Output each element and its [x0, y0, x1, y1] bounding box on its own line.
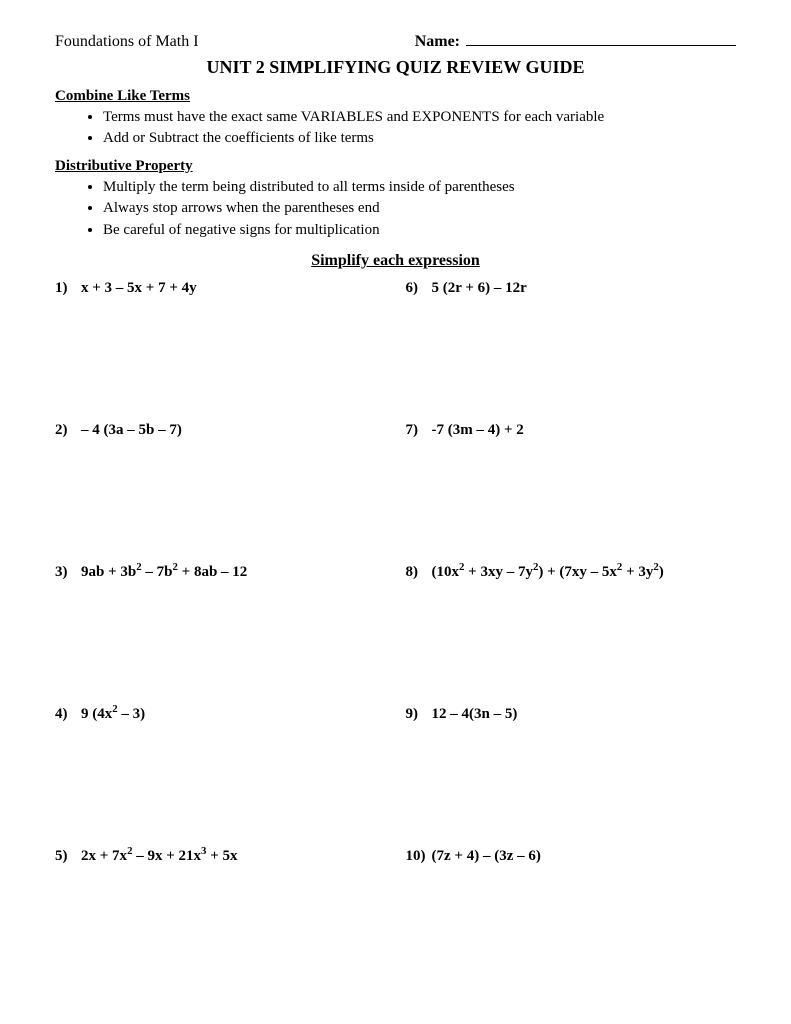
problem-number: 6): [406, 280, 432, 297]
section2-heading: Distributive Property: [55, 158, 736, 175]
problem-3: 3) 9ab + 3b2 – 7b2 + 8ab – 12: [55, 564, 386, 706]
list-item: Terms must have the exact same VARIABLES…: [103, 107, 736, 127]
problem-number: 8): [406, 564, 432, 581]
problem-expression: 9 (4x2 – 3): [81, 706, 145, 723]
header-row: Foundations of Math I Name:: [55, 28, 736, 51]
list-item: Add or Subtract the coefficients of like…: [103, 128, 736, 148]
problem-expression: (7z + 4) – (3z – 6): [432, 848, 541, 865]
problem-number: 10): [406, 848, 432, 865]
problem-expression: x + 3 – 5x + 7 + 4y: [81, 280, 197, 297]
section1-heading: Combine Like Terms: [55, 88, 736, 105]
problem-number: 9): [406, 706, 432, 723]
problem-10: 10) (7z + 4) – (3z – 6): [406, 848, 737, 990]
list-item: Be careful of negative signs for multipl…: [103, 220, 736, 240]
course-name: Foundations of Math I: [55, 33, 199, 51]
problem-expression: -7 (3m – 4) + 2: [432, 422, 524, 439]
problem-expression: 9ab + 3b2 – 7b2 + 8ab – 12: [81, 564, 247, 581]
problem-9: 9) 12 – 4(3n – 5): [406, 706, 737, 848]
problem-6: 6) 5 (2r + 6) – 12r: [406, 280, 737, 422]
problem-expression: 2x + 7x2 – 9x + 21x3 + 5x: [81, 848, 238, 865]
page-title: UNIT 2 SIMPLIFYING QUIZ REVIEW GUIDE: [55, 57, 736, 78]
list-item: Always stop arrows when the parentheses …: [103, 198, 736, 218]
problem-4: 4) 9 (4x2 – 3): [55, 706, 386, 848]
name-blank-line[interactable]: [466, 28, 736, 46]
problems-grid: 1) x + 3 – 5x + 7 + 4y 6) 5 (2r + 6) – 1…: [55, 280, 736, 990]
problem-number: 1): [55, 280, 81, 297]
section2-bullets: Multiply the term being distributed to a…: [103, 177, 736, 240]
problem-number: 3): [55, 564, 81, 581]
problem-1: 1) x + 3 – 5x + 7 + 4y: [55, 280, 386, 422]
problem-expression: – 4 (3a – 5b – 7): [81, 422, 182, 439]
problem-number: 7): [406, 422, 432, 439]
name-label: Name:: [415, 33, 460, 51]
problem-number: 5): [55, 848, 81, 865]
problem-2: 2) – 4 (3a – 5b – 7): [55, 422, 386, 564]
section1-bullets: Terms must have the exact same VARIABLES…: [103, 107, 736, 149]
problem-7: 7) -7 (3m – 4) + 2: [406, 422, 737, 564]
problem-number: 2): [55, 422, 81, 439]
problem-5: 5) 2x + 7x2 – 9x + 21x3 + 5x: [55, 848, 386, 990]
problem-number: 4): [55, 706, 81, 723]
problem-expression: (10x2 + 3xy – 7y2) + (7xy – 5x2 + 3y2): [432, 564, 664, 581]
problem-expression: 12 – 4(3n – 5): [432, 706, 518, 723]
problem-expression: 5 (2r + 6) – 12r: [432, 280, 527, 297]
problem-8: 8) (10x2 + 3xy – 7y2) + (7xy – 5x2 + 3y2…: [406, 564, 737, 706]
name-field: Name:: [415, 28, 736, 51]
list-item: Multiply the term being distributed to a…: [103, 177, 736, 197]
simplify-heading: Simplify each expression: [55, 252, 736, 270]
